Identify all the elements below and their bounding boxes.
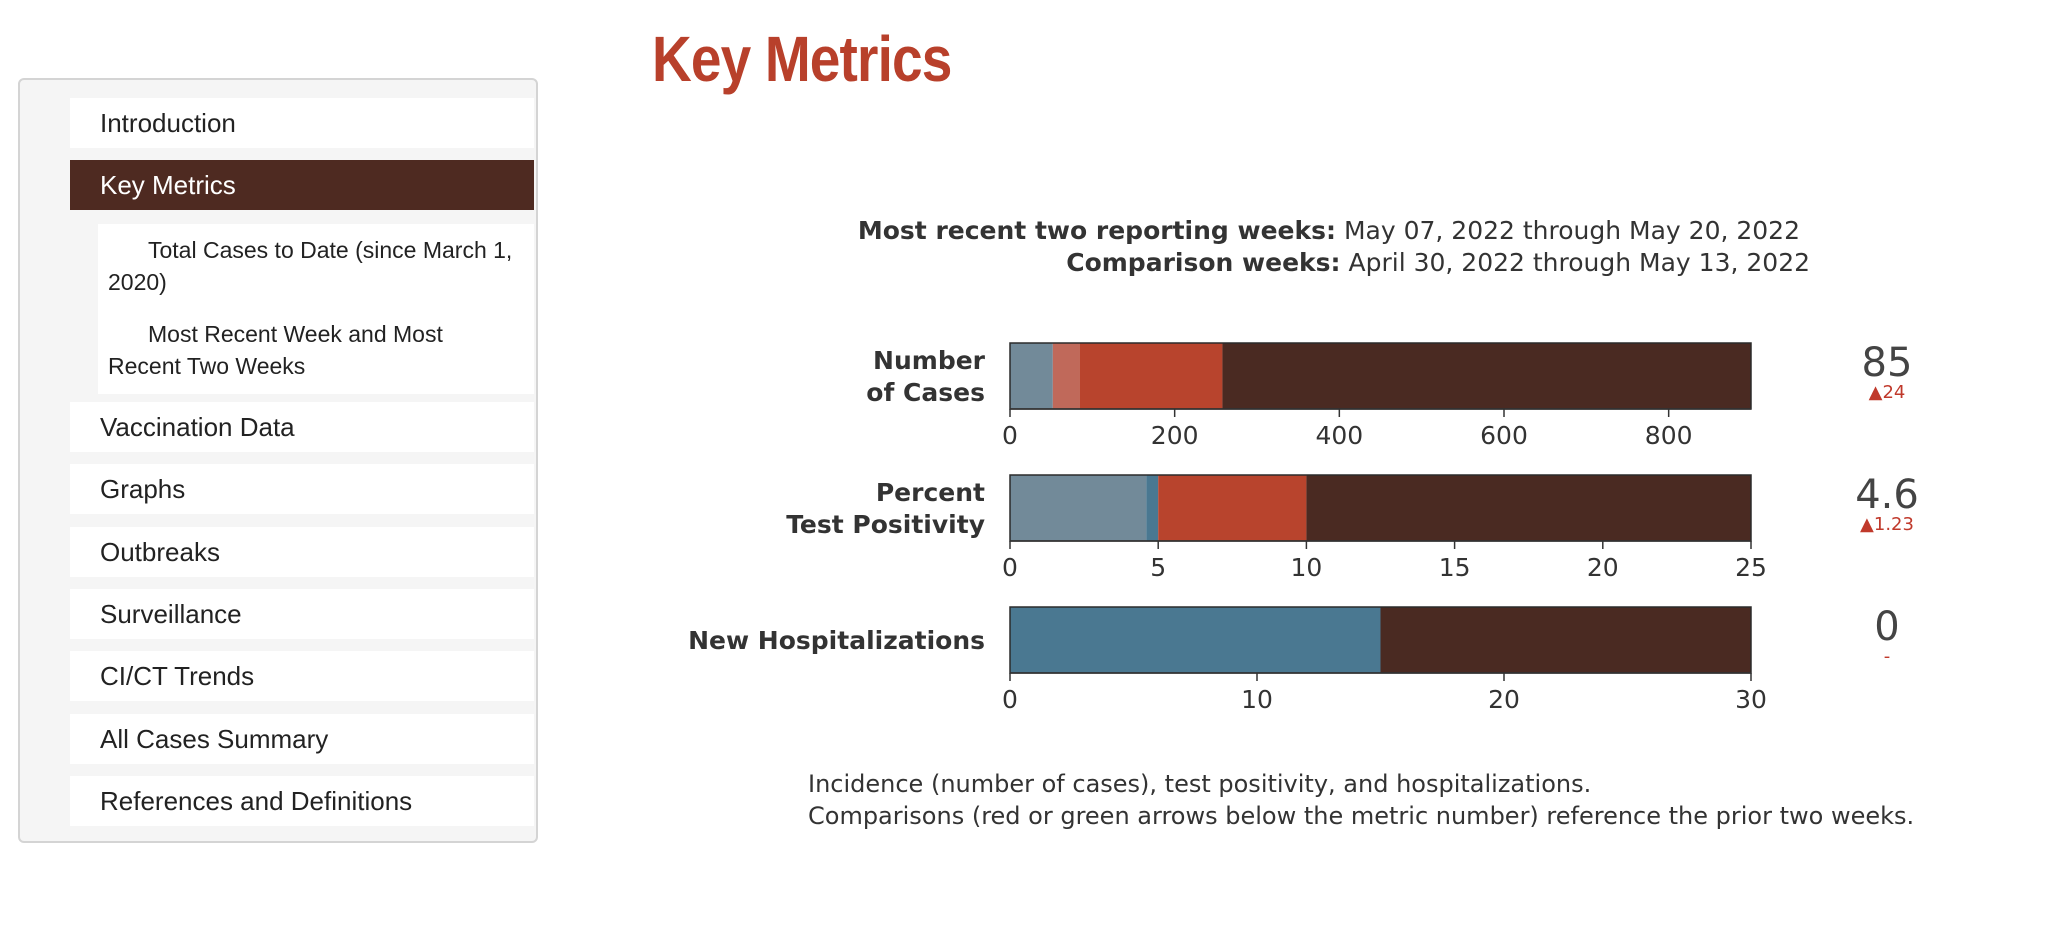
x-tick-label-1-0: 0	[1002, 553, 1018, 582]
metric-value-0: 85	[1862, 340, 1913, 386]
bar-segment-2-0	[1010, 607, 1381, 673]
nav-item-surveillance[interactable]: Surveillance	[70, 589, 534, 639]
comparison-weeks-value: April 30, 2022 through May 13, 2022	[1348, 248, 1811, 277]
subnav-item-total-cases-line1: Total Cases to Date (since March 1,	[148, 237, 513, 263]
metric-change-1: ▲1.23	[1860, 514, 1914, 535]
bar-segment-1-1	[1146, 475, 1159, 541]
x-tick-label-2-0: 0	[1002, 685, 1018, 714]
page-title: Key Metrics	[652, 23, 952, 95]
bar-segment-0-2	[1079, 343, 1223, 409]
category-label-2-0: New Hospitalizations	[688, 626, 985, 655]
bar-segment-0-0	[1010, 343, 1053, 409]
nav-item-introduction[interactable]: Introduction	[70, 98, 534, 148]
x-tick-label-2-1: 10	[1241, 685, 1273, 714]
nav-item-outbreaks[interactable]: Outbreaks	[70, 527, 534, 577]
bar-segment-1-2	[1158, 475, 1307, 541]
category-label-1-0: Percent	[876, 478, 985, 507]
x-tick-label-0-3: 600	[1480, 421, 1528, 450]
bar-segment-0-1	[1052, 343, 1080, 409]
comparison-weeks-label: Comparison weeks:	[1066, 248, 1341, 277]
x-tick-label-0-1: 200	[1151, 421, 1199, 450]
nav-item-graphs[interactable]: Graphs	[70, 464, 534, 514]
subnav-box: Total Cases to Date (since March 1, 2020…	[98, 224, 534, 394]
metric-value-1: 4.6	[1855, 472, 1919, 518]
x-tick-label-1-4: 20	[1587, 553, 1619, 582]
x-tick-label-1-2: 10	[1290, 553, 1322, 582]
category-label-0-1: of Cases	[866, 378, 985, 407]
category-label-0-0: Number	[873, 346, 986, 375]
x-tick-label-0-0: 0	[1002, 421, 1018, 450]
bar-segment-1-3	[1306, 475, 1751, 541]
caption-line1: Incidence (number of cases), test positi…	[808, 770, 1592, 798]
recent-weeks-label: Most recent two reporting weeks:	[857, 216, 1336, 245]
nav-item-ci-ct-trends[interactable]: CI/CT Trends	[70, 651, 534, 701]
nav-item-all-cases-summary[interactable]: All Cases Summary	[70, 714, 534, 764]
nav-item-references[interactable]: References and Definitions	[70, 776, 534, 826]
x-tick-label-2-3: 30	[1735, 685, 1767, 714]
metric-change-2: -	[1884, 646, 1891, 667]
nav-item-vaccination-data[interactable]: Vaccination Data	[70, 402, 534, 452]
x-tick-label-1-5: 25	[1735, 553, 1767, 582]
recent-weeks-value: May 07, 2022 through May 20, 2022	[1343, 216, 1800, 245]
subnav-item-recent-weeks[interactable]: Most Recent Week and Most Recent Two Wee…	[108, 318, 528, 382]
subnav-item-total-cases-line2: 2020)	[108, 269, 167, 295]
metric-change-0: ▲24	[1869, 382, 1906, 403]
x-tick-label-0-2: 400	[1315, 421, 1363, 450]
sidebar-nav: Introduction Key Metrics Total Cases to …	[18, 78, 538, 843]
recent-weeks-line: Most recent two reporting weeks: May 07,…	[858, 216, 1800, 245]
metric-value-2: 0	[1874, 604, 1899, 650]
x-tick-label-0-4: 800	[1645, 421, 1693, 450]
x-tick-label-1-3: 15	[1439, 553, 1471, 582]
subnav-item-recent-weeks-line2: Recent Two Weeks	[108, 353, 306, 379]
category-label-1-1: Test Positivity	[786, 510, 985, 539]
bar-segment-2-1	[1380, 607, 1751, 673]
comparison-weeks-line: Comparison weeks: April 30, 2022 through…	[1066, 248, 1810, 277]
caption-line2: Comparisons (red or green arrows below t…	[808, 802, 1915, 830]
bar-segment-1-0	[1010, 475, 1147, 541]
x-tick-label-1-1: 5	[1150, 553, 1166, 582]
subnav-item-total-cases[interactable]: Total Cases to Date (since March 1, 2020…	[108, 234, 528, 298]
nav-item-key-metrics[interactable]: Key Metrics	[70, 160, 534, 210]
bar-segment-0-3	[1222, 343, 1751, 409]
x-tick-label-2-2: 20	[1488, 685, 1520, 714]
subnav-item-recent-weeks-line1: Most Recent Week and Most	[148, 321, 443, 347]
